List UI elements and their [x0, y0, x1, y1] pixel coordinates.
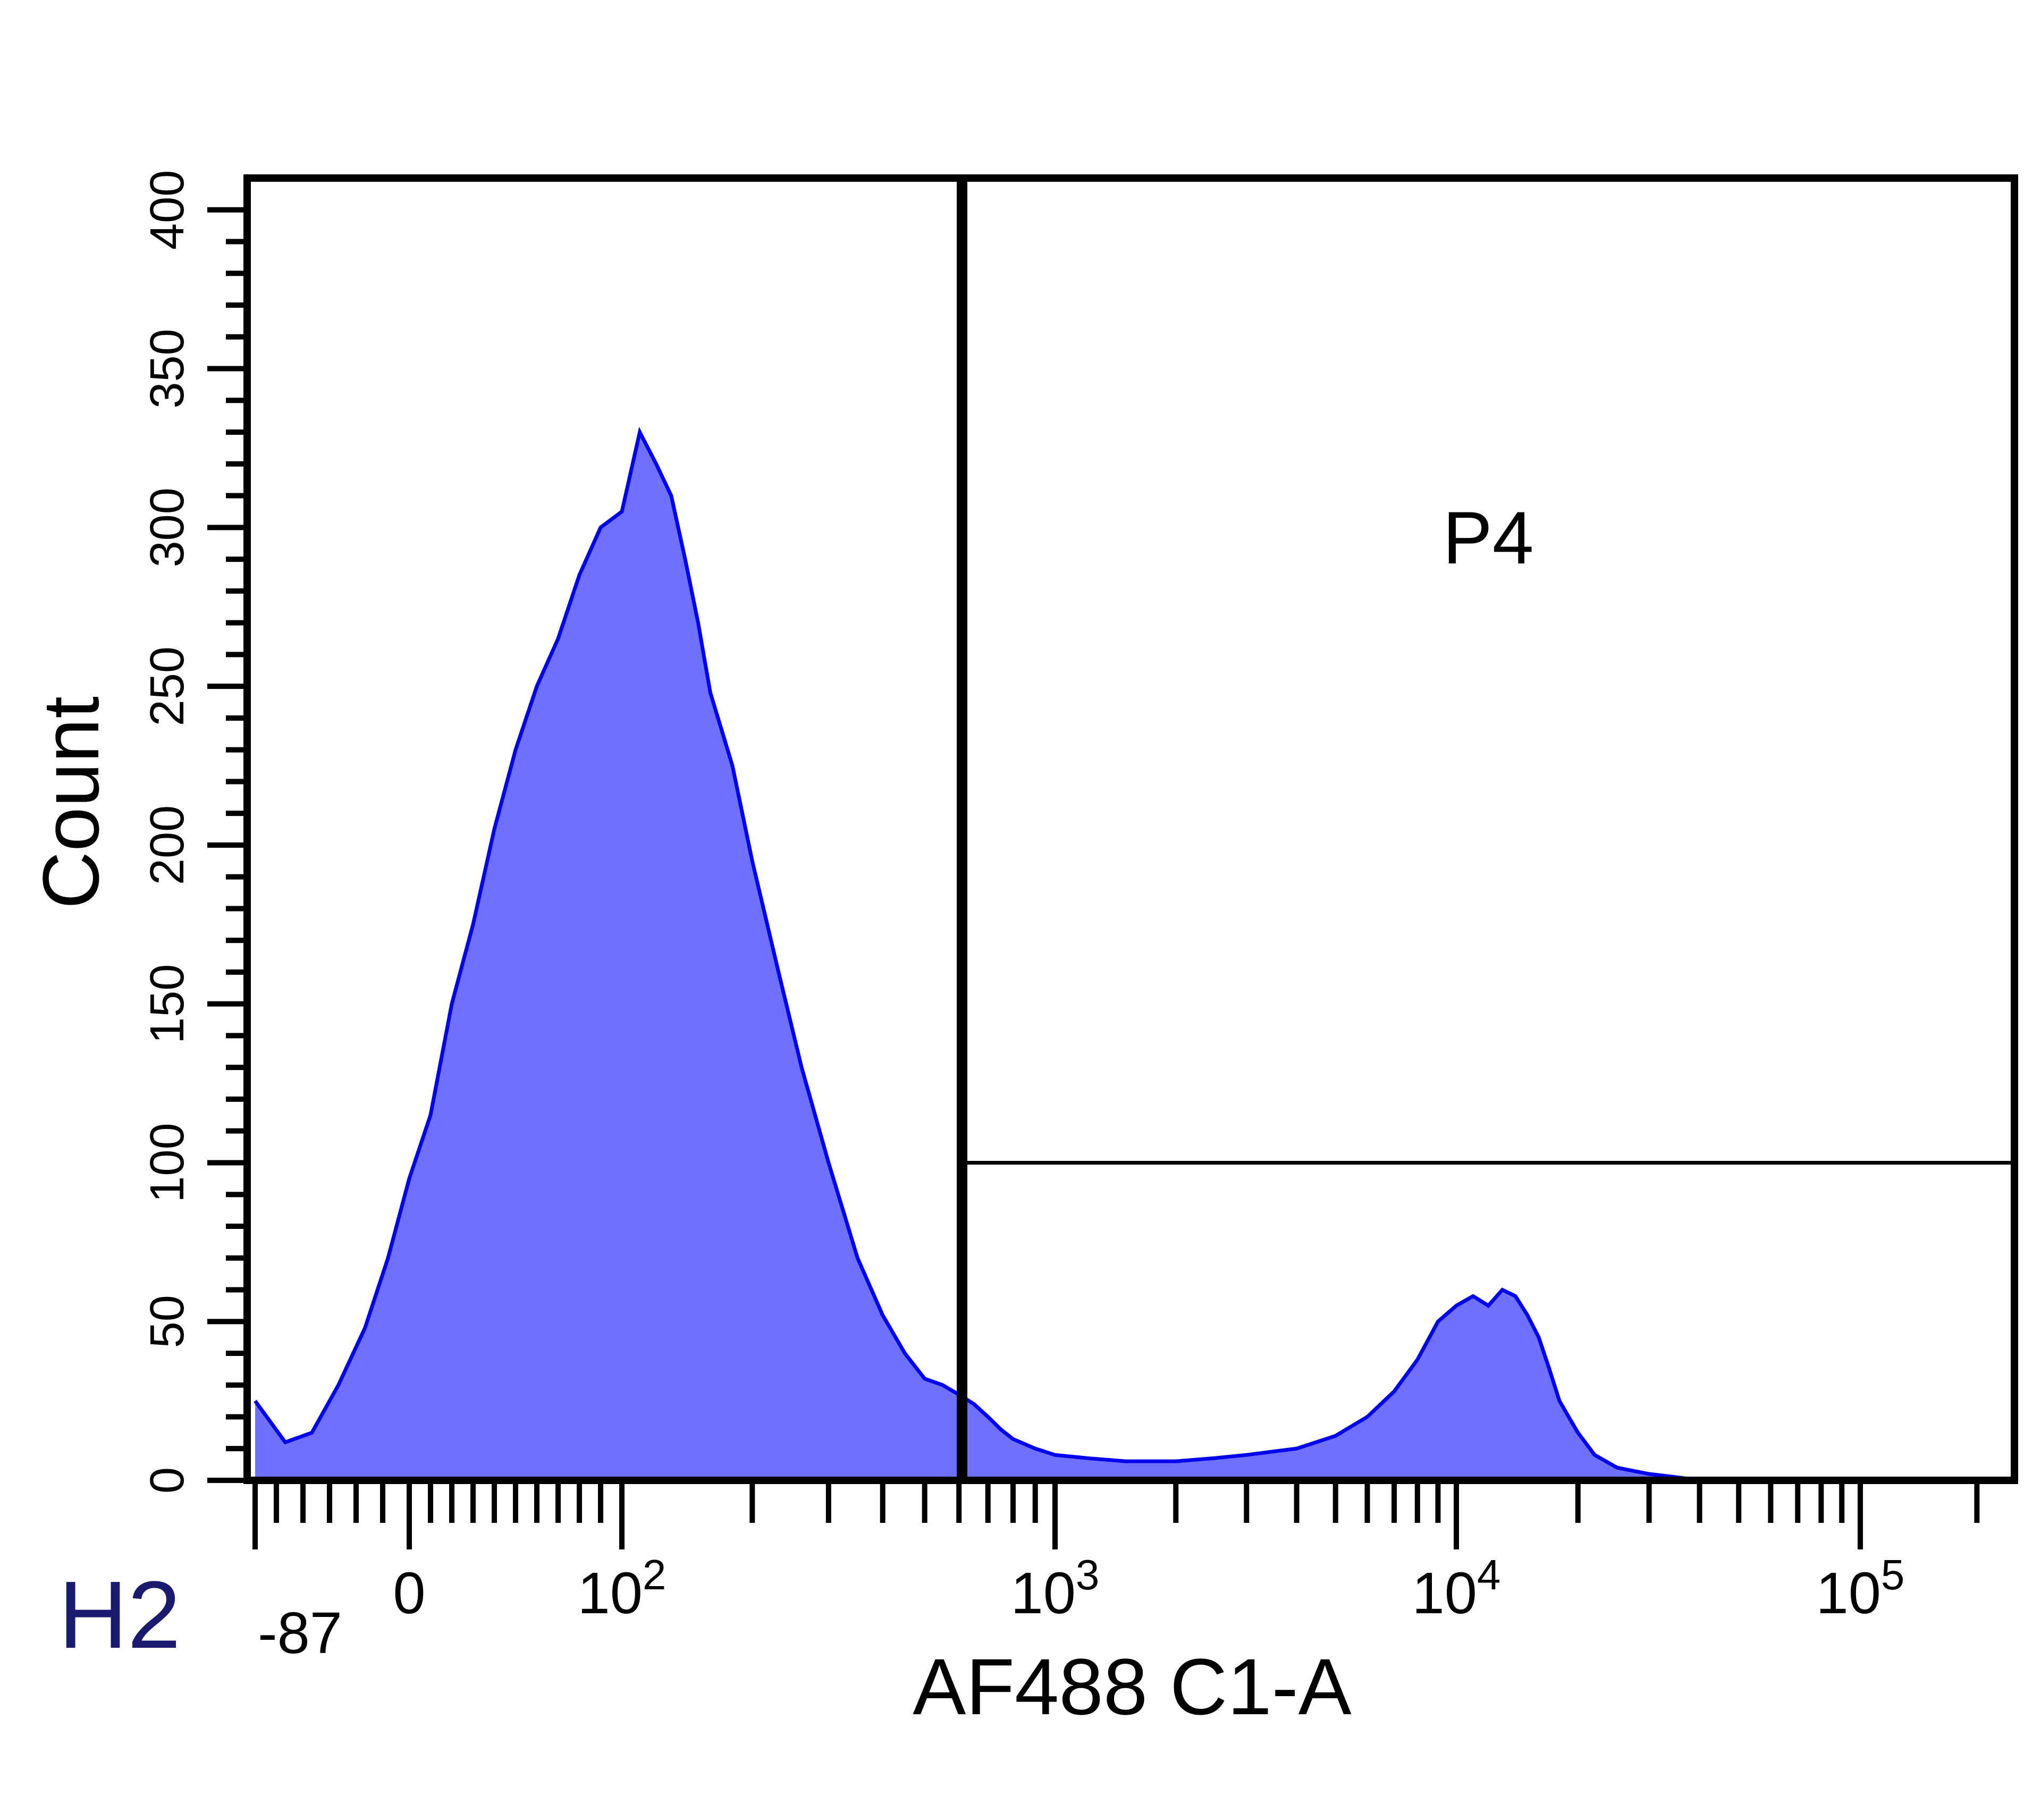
y-tick-label: 300: [141, 487, 194, 567]
x-tick-label: 102: [578, 1551, 667, 1626]
x-tick-label: 105: [1816, 1551, 1905, 1626]
x-tick-label: 104: [1412, 1551, 1501, 1626]
gate-label: P4: [1443, 496, 1533, 579]
plot-area: P4: [243, 174, 2018, 1484]
y-tick-label: 50: [141, 1295, 194, 1348]
x-axis-title: AF488 C1-A: [913, 1642, 1351, 1731]
histogram-fill: [255, 432, 2014, 1480]
panel-label: H2: [58, 1562, 181, 1669]
y-tick-label: 150: [141, 964, 194, 1044]
y-tick-label: 0: [141, 1467, 194, 1494]
y-tick-label: 100: [141, 1123, 194, 1202]
plot-frame: [243, 174, 2018, 1484]
y-axis-title: Count: [26, 696, 115, 909]
y-tick-label: 200: [141, 805, 194, 885]
x-tick-label: 103: [1011, 1551, 1100, 1626]
axis-ticks: 0 50 100 150 200 250 300 350 400 -87 0 102 103 104 105: [141, 170, 1980, 1666]
x-tick-label: 0: [393, 1561, 425, 1626]
x-tick-exponent: 3: [1076, 1551, 1100, 1598]
y-tick-label: 250: [141, 646, 194, 726]
x-tick-label: -87: [258, 1600, 342, 1666]
y-tick-label: 400: [141, 170, 194, 250]
y-tick-label: 350: [141, 328, 194, 408]
x-tick-exponent: 5: [1881, 1551, 1905, 1598]
histogram-outline: [254, 426, 2014, 1482]
x-tick-exponent: 2: [643, 1551, 667, 1598]
x-tick-exponent: 4: [1477, 1551, 1501, 1598]
